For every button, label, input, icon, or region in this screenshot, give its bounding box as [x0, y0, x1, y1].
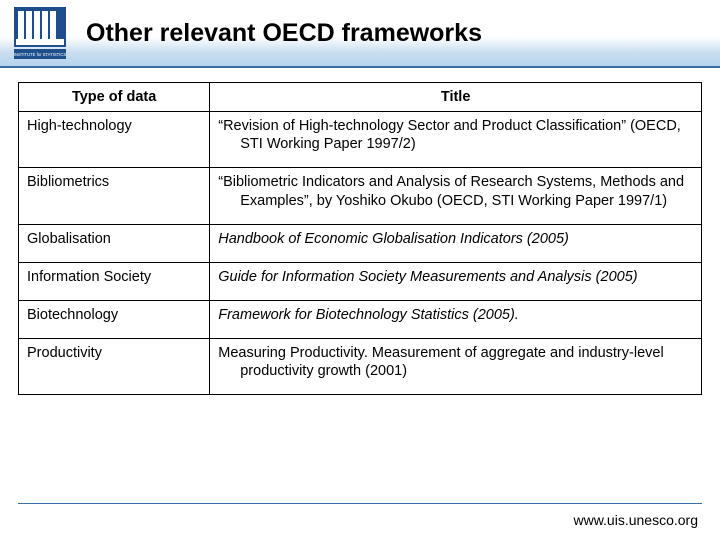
cell-type: Bibliometrics	[19, 168, 210, 224]
cell-type: Biotechnology	[19, 300, 210, 338]
col-header-title: Title	[210, 83, 702, 112]
col-header-type: Type of data	[19, 83, 210, 112]
unesco-logo: INSTITUTE for STATISTICS	[12, 5, 68, 61]
slide-header: INSTITUTE for STATISTICS Other relevant …	[0, 0, 720, 68]
cell-title: Guide for Information Society Measuremen…	[210, 262, 702, 300]
cell-title: Handbook of Economic Globalisation Indic…	[210, 224, 702, 262]
table-header-row: Type of data Title	[19, 83, 702, 112]
footer-url: www.uis.unesco.org	[573, 512, 698, 528]
cell-title: “Bibliometric Indicators and Analysis of…	[210, 168, 702, 224]
cell-type: Information Society	[19, 262, 210, 300]
cell-type: High-technology	[19, 112, 210, 168]
cell-type: Productivity	[19, 339, 210, 395]
slide-title: Other relevant OECD frameworks	[86, 19, 482, 48]
footer-divider	[18, 503, 702, 504]
svg-text:INSTITUTE for STATISTICS: INSTITUTE for STATISTICS	[14, 52, 67, 57]
table-row: ProductivityMeasuring Productivity. Meas…	[19, 339, 702, 395]
table-row: High-technology“Revision of High-technol…	[19, 112, 702, 168]
frameworks-table: Type of data Title High-technology“Revis…	[18, 82, 702, 395]
cell-title: Measuring Productivity. Measurement of a…	[210, 339, 702, 395]
table-row: BiotechnologyFramework for Biotechnology…	[19, 300, 702, 338]
table-row: GlobalisationHandbook of Economic Global…	[19, 224, 702, 262]
cell-type: Globalisation	[19, 224, 210, 262]
cell-title: Framework for Biotechnology Statistics (…	[210, 300, 702, 338]
table-row: Bibliometrics“Bibliometric Indicators an…	[19, 168, 702, 224]
table-container: Type of data Title High-technology“Revis…	[0, 68, 720, 395]
table-row: Information SocietyGuide for Information…	[19, 262, 702, 300]
cell-title: “Revision of High-technology Sector and …	[210, 112, 702, 168]
